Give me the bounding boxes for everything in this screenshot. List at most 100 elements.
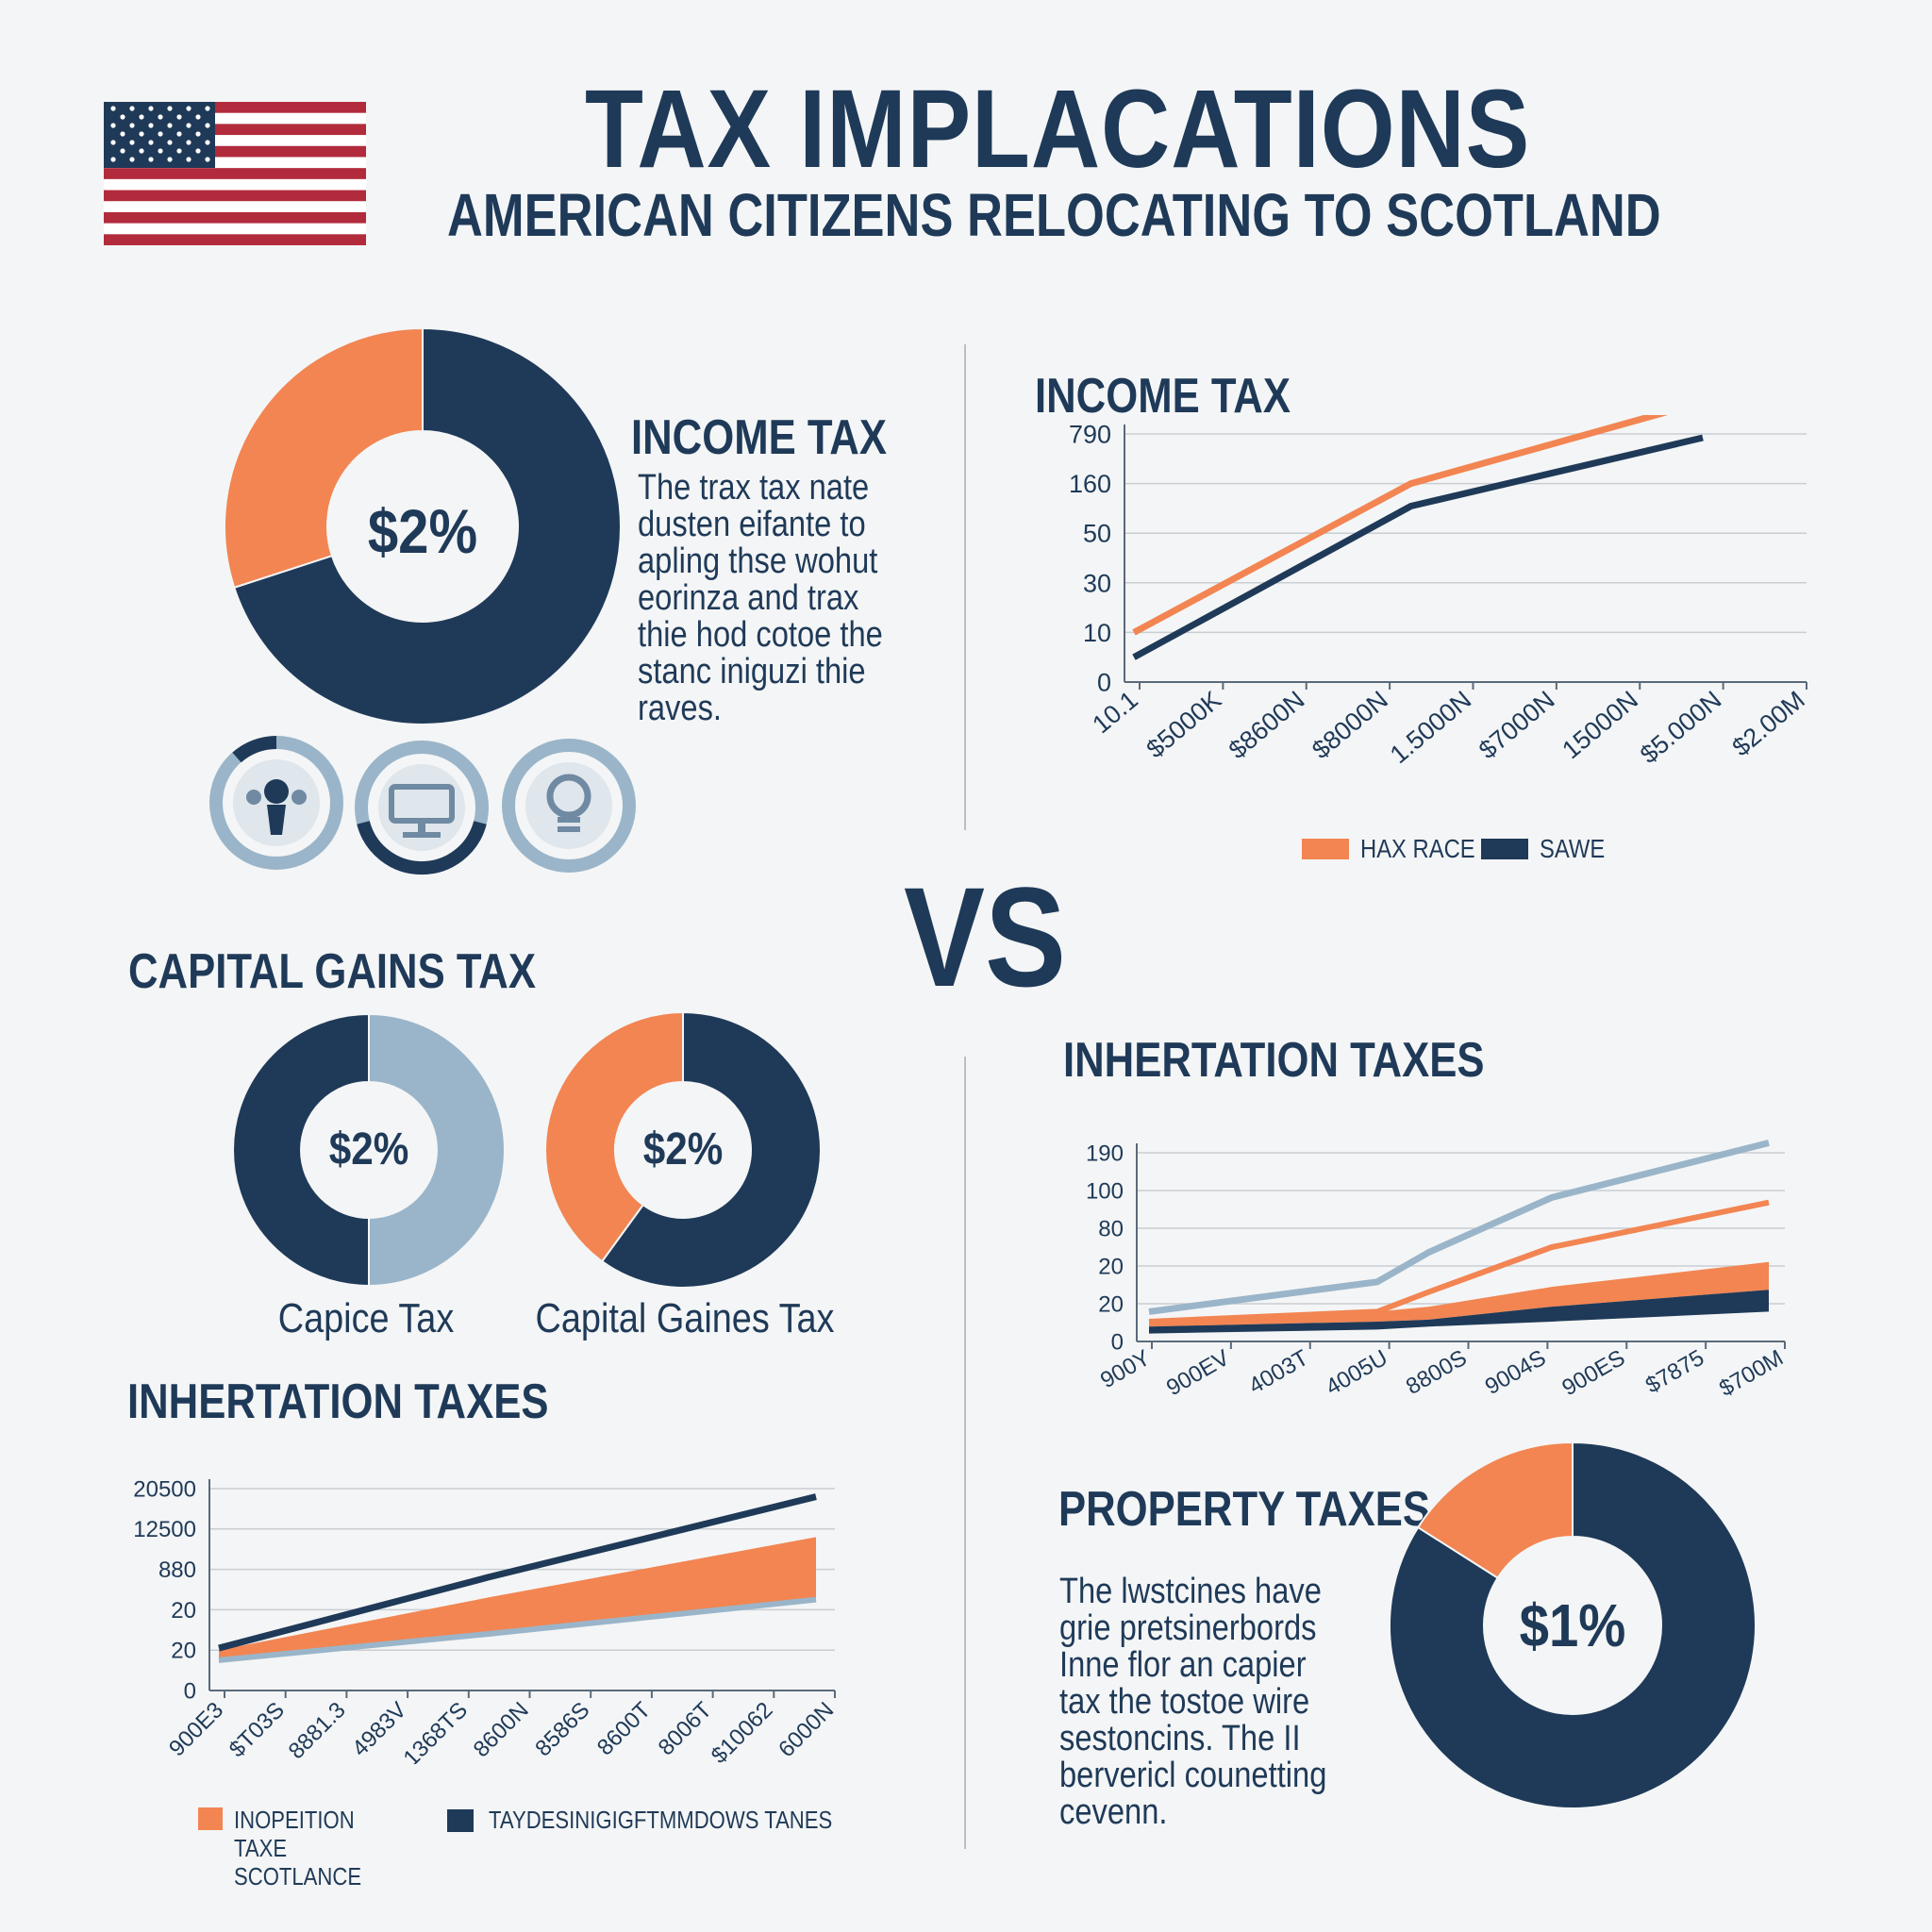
inheritance-left-heading: INHERTATION TAXES <box>127 1374 549 1429</box>
property-taxes-description-line: bervericl counetting <box>1059 1756 1327 1795</box>
capital-gains-donut-chart-2 <box>544 1011 822 1289</box>
flag-star <box>205 106 210 111</box>
y-tick-label: 12500 <box>133 1517 196 1542</box>
x-tick-label: 1.5000N <box>1385 686 1476 770</box>
flag-star <box>110 140 116 145</box>
y-tick-label: 20 <box>1098 1254 1124 1279</box>
flag-star <box>129 106 135 111</box>
y-tick-label: 190 <box>1086 1141 1124 1166</box>
flag-star <box>148 123 154 128</box>
flag-star <box>167 140 173 145</box>
series-line-lightblue <box>218 1596 817 1663</box>
income-tax-legend-item-2: SAWE <box>1481 834 1616 864</box>
legend-swatch-orange <box>1302 839 1349 859</box>
flag-star <box>205 140 210 145</box>
income-tax-description-line: apling thse wohut <box>638 541 878 581</box>
series-line-1 <box>1148 1140 1770 1315</box>
donut-hole <box>301 1082 437 1218</box>
y-tick-label: 20 <box>171 1598 196 1624</box>
property-taxes-description-line: cevenn. <box>1059 1792 1168 1832</box>
x-tick-label: 900Y <box>1096 1345 1155 1393</box>
flag-star <box>158 114 163 120</box>
x-tick-label: 900E3 <box>164 1697 228 1761</box>
property-taxes-description-line: sestoncins. The II <box>1059 1719 1301 1758</box>
donut-hole <box>327 431 518 622</box>
flag-star <box>167 123 173 128</box>
property-taxes-donut-label: $1% <box>1519 1591 1626 1659</box>
legend-label: HAX RACE <box>1360 834 1475 863</box>
property-taxes-description-line: tax the tostoe wire <box>1059 1682 1310 1722</box>
flag-star <box>148 106 154 111</box>
flag-star <box>186 140 192 145</box>
flag-stripe <box>104 201 366 213</box>
income-tax-legend-item-1: HAX RACE <box>1302 834 1495 864</box>
flag-star <box>110 157 116 162</box>
page-title: TAX IMPLACATIONS <box>585 67 1531 192</box>
income-tax-donut-chart <box>224 326 622 725</box>
inheritance-left-legend-item-1: INOPEITION TAXE SCOTLANCE <box>198 1806 423 1890</box>
series-area-navy <box>1149 1290 1769 1334</box>
flag-star <box>176 148 182 154</box>
income-tax-description-line: The trax tax nate <box>638 468 870 508</box>
capital-gains-caption-2: Capital Gaines Tax <box>535 1295 835 1341</box>
property-taxes-description-line: The lwstcines have <box>1059 1572 1322 1611</box>
vs-label: VS <box>904 858 1067 1016</box>
flag-star <box>120 148 125 154</box>
flag-stripe <box>104 211 366 225</box>
legend-label: SAWE <box>1540 834 1606 863</box>
y-tick-label: 20 <box>1098 1291 1124 1317</box>
flag-star <box>176 131 182 137</box>
bulb-base <box>558 826 580 832</box>
flag-stripe <box>104 190 366 202</box>
flag-star <box>195 148 201 154</box>
series-line-2 <box>1132 434 1704 660</box>
flag-stripe <box>104 234 366 245</box>
x-tick-label: $8000N <box>1307 686 1393 765</box>
flag-star <box>167 157 173 162</box>
x-tick-label: 8881.3 <box>284 1697 351 1764</box>
income-tax-line-chart: 0 10 30 50 160 790 10.1$5000K$8600N$8000N1.500… <box>1069 415 1810 770</box>
icon-ring-accent <box>232 736 277 763</box>
legend-swatch-navy <box>1481 839 1528 859</box>
flag-star <box>110 123 116 128</box>
x-tick-label: 6000N <box>774 1697 839 1762</box>
series-line-1 <box>1132 415 1668 636</box>
y-tick-label: 0 <box>1097 668 1111 696</box>
series-line-2 <box>1148 1199 1770 1324</box>
income-tax-description-line: stanc iniguzi thie <box>638 652 866 691</box>
flag-stripe <box>104 168 366 180</box>
flag-star <box>129 123 135 128</box>
capital-gains-heading: CAPITAL GAINS TAX <box>128 944 536 999</box>
legend-swatch-navy <box>447 1808 474 1832</box>
income-tax-description-line: raves. <box>638 689 722 728</box>
capital-gains-caption-1: Capice Tax <box>277 1295 455 1341</box>
capital-gains-donut-chart-1 <box>232 1013 506 1287</box>
flag-star <box>110 106 116 111</box>
x-tick-label: $700M <box>1715 1345 1788 1402</box>
page-subtitle: AMERICAN CITIZENS RELOCATING TO SCOTLAND <box>447 181 1661 249</box>
flag-star <box>195 114 201 120</box>
computer-icon <box>355 741 489 875</box>
y-tick-label: 100 <box>1086 1178 1124 1204</box>
property-taxes-description-line: Inne flor an capier <box>1059 1645 1307 1685</box>
icon-ring <box>502 739 636 873</box>
y-tick-label: 0 <box>1111 1329 1124 1355</box>
donut-hole <box>1484 1537 1661 1714</box>
person-body <box>267 805 286 835</box>
series-line-navy <box>218 1493 817 1652</box>
x-tick-label: 10.1 <box>1087 686 1143 740</box>
monitor-stand <box>418 821 425 834</box>
y-tick-label: 80 <box>1098 1216 1124 1241</box>
x-tick-label: 4003T <box>1244 1345 1313 1400</box>
income-tax-description-line: eorinza and trax <box>638 578 859 618</box>
income-tax-description-line: dusten eifante to <box>638 505 866 544</box>
monitor-base <box>403 832 441 838</box>
lightbulb-icon <box>502 739 636 873</box>
flag-star <box>158 131 163 137</box>
x-tick-label: 8600T <box>592 1697 656 1760</box>
x-tick-label: $8600N <box>1224 686 1310 765</box>
x-tick-label: 8800S <box>1402 1345 1472 1400</box>
property-taxes-description-line: grie pretsinerbords <box>1059 1608 1317 1648</box>
inheritance-right-heading: INHERTATION TAXES <box>1063 1033 1485 1088</box>
